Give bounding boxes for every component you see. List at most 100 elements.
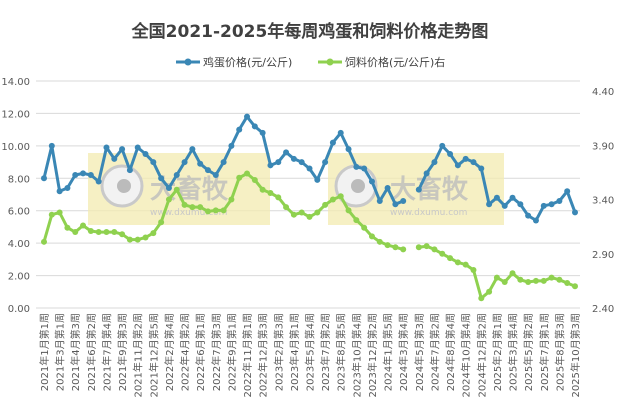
legend: 鸡蛋价格(元/公斤) 饲料价格(元/公斤)右 <box>176 55 445 69</box>
data-point <box>314 209 321 216</box>
data-point <box>275 159 282 166</box>
watermark-logo-eye-1 <box>117 179 131 193</box>
series-feed <box>41 170 578 302</box>
data-point <box>314 176 321 183</box>
data-point <box>267 162 274 169</box>
data-point <box>134 144 141 151</box>
data-point <box>283 149 290 156</box>
data-point <box>48 142 55 149</box>
data-point <box>423 243 430 250</box>
data-point <box>275 194 282 201</box>
data-point <box>525 278 532 285</box>
data-point <box>189 204 196 211</box>
x-tick-label: 2021年4月第3周 <box>69 313 82 391</box>
y-left-tick-label: 12.00 <box>1 109 30 120</box>
data-point <box>220 207 227 214</box>
data-point <box>204 208 211 215</box>
data-point <box>236 126 243 133</box>
data-point <box>236 174 243 181</box>
data-point <box>95 178 102 185</box>
legend-feed-label: 饲料价格(元/公斤)右 <box>345 55 445 69</box>
data-point <box>361 165 368 172</box>
data-point <box>197 160 204 167</box>
y-left-tick-label: 8.00 <box>8 174 30 185</box>
data-point <box>41 238 47 245</box>
x-tick-label: 2025年8月第3周 <box>553 313 566 391</box>
data-point <box>415 186 422 193</box>
data-point <box>283 204 290 211</box>
data-point <box>517 201 524 208</box>
data-point <box>134 236 141 243</box>
data-point <box>337 193 344 200</box>
data-point <box>64 224 71 231</box>
data-point <box>345 207 352 214</box>
data-point <box>103 229 110 236</box>
watermark-logo-eye-2 <box>351 179 365 193</box>
data-point <box>244 113 251 120</box>
data-point <box>228 196 235 203</box>
data-point <box>564 188 571 195</box>
data-point <box>540 277 547 284</box>
data-point <box>251 123 258 130</box>
data-point <box>572 283 578 290</box>
legend-egg-label: 鸡蛋价格(元/公斤) <box>203 55 292 69</box>
data-point <box>298 209 305 216</box>
data-point <box>220 159 227 166</box>
x-tick-label: 2023年8月第5周 <box>335 313 348 391</box>
data-point <box>298 159 305 166</box>
data-point <box>431 159 438 166</box>
data-point <box>439 250 446 257</box>
x-tick-label: 2022年11月第1周 <box>241 313 254 398</box>
data-point <box>80 222 87 229</box>
data-point <box>322 159 329 166</box>
x-tick-label: 2024年8月第4周 <box>444 313 457 391</box>
y-left-tick-label: 14.00 <box>1 77 30 88</box>
x-tick-label: 2025年10月第3周 <box>569 313 582 398</box>
data-point <box>290 155 297 162</box>
x-tick-label: 2023年4月第1周 <box>288 313 301 391</box>
data-point <box>384 185 391 192</box>
x-tick-label: 2022年12月第3周 <box>257 313 270 398</box>
data-point <box>376 197 383 204</box>
x-tick-label: 2021年7月第4周 <box>100 313 113 391</box>
data-point <box>532 277 539 284</box>
data-point <box>119 146 126 153</box>
data-point <box>353 163 360 170</box>
data-point <box>509 194 516 201</box>
watermark-url: www.dxumu.com <box>150 208 227 218</box>
data-point <box>329 139 336 146</box>
x-tick-label: 2023年2月第3周 <box>272 313 285 391</box>
data-point <box>165 196 172 203</box>
data-point <box>158 175 165 182</box>
data-point <box>165 185 172 192</box>
data-point <box>423 170 430 177</box>
x-tick-label: 2023年5月第4周 <box>304 313 317 391</box>
data-point <box>87 227 94 234</box>
data-point <box>173 172 180 179</box>
chart-title: 全国2021-2025年每周鸡蛋和饲料价格走势图 <box>131 21 489 42</box>
data-point <box>493 194 500 201</box>
data-point <box>384 242 391 249</box>
legend-feed-marker <box>326 58 334 66</box>
data-point <box>478 295 485 302</box>
data-point <box>392 201 399 208</box>
data-point <box>244 170 251 177</box>
watermark-url: www.dxumu.com <box>390 208 467 218</box>
data-point <box>142 234 149 241</box>
data-point <box>87 172 94 179</box>
y-left-tick-label: 10.00 <box>1 142 30 153</box>
data-point <box>486 288 493 295</box>
x-tick-label: 2022年7月第3周 <box>210 313 223 391</box>
data-point <box>64 185 71 192</box>
data-point <box>56 209 63 216</box>
x-tick-label: 2024年3月第4周 <box>397 313 410 391</box>
data-point <box>212 172 219 179</box>
data-point <box>493 274 500 281</box>
data-point <box>329 196 336 203</box>
data-point <box>470 159 477 166</box>
y-left-tick-label: 0.00 <box>8 304 30 315</box>
y-right-tick-label: 3.40 <box>592 196 614 207</box>
x-tick-label: 2022年4月第2周 <box>179 313 192 391</box>
x-tick-label: 2021年11月第2周 <box>132 313 145 398</box>
